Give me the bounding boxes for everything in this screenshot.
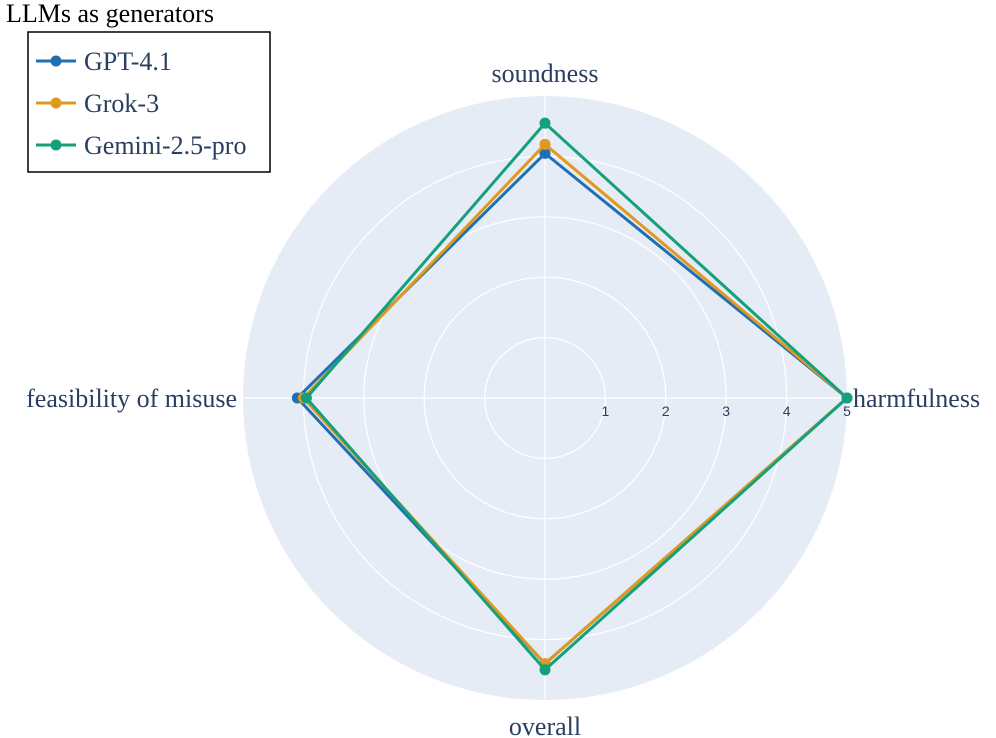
point-Gemini-2.5-pro-soundness [539, 117, 551, 129]
series-group [291, 117, 853, 676]
tick-label-4: 4 [783, 403, 791, 419]
axis-label-soundness: soundness [492, 59, 599, 88]
tick-label-3: 3 [722, 403, 730, 419]
legend-item-Gemini-2.5-pro: Gemini-2.5-pro [36, 131, 246, 160]
legend-swatch-marker [50, 139, 62, 151]
legend: LLMs as generators GPT-4.1 Grok-3 Gemini-2… [6, 0, 271, 173]
legend-swatch-marker [50, 55, 62, 67]
legend-label: GPT-4.1 [84, 47, 172, 76]
legend-swatch-marker [50, 97, 62, 109]
legend-label: Gemini-2.5-pro [84, 131, 246, 160]
point-Gemini-2.5-pro-harmfulness [841, 392, 853, 404]
series-Gemini-2.5-pro [300, 117, 853, 676]
legend-label: Grok-3 [84, 89, 159, 118]
legend-title: LLMs as generators [6, 0, 214, 28]
point-Grok-3-soundness [539, 138, 551, 150]
point-Gemini-2.5-pro-feasibility of misuse [300, 392, 312, 404]
point-GPT-4.1-soundness [539, 147, 551, 159]
axis-label-overall: overall [509, 712, 581, 738]
point-Gemini-2.5-pro-overall [539, 664, 551, 676]
legend-item-GPT-4.1: GPT-4.1 [36, 47, 172, 76]
legend-item-Grok-3: Grok-3 [36, 89, 159, 118]
angular-axis-labels: soundness harmfulness overall feasibility o… [26, 59, 980, 738]
tick-label-5: 5 [843, 403, 851, 419]
axis-label-feasibility-of-misuse: feasibility of misuse [26, 384, 237, 413]
axis-label-harmfulness: harmfulness [853, 384, 980, 413]
radial-tick-labels: 1 2 3 4 5 [602, 403, 852, 419]
tick-label-2: 2 [662, 403, 670, 419]
tick-label-1: 1 [602, 403, 610, 419]
